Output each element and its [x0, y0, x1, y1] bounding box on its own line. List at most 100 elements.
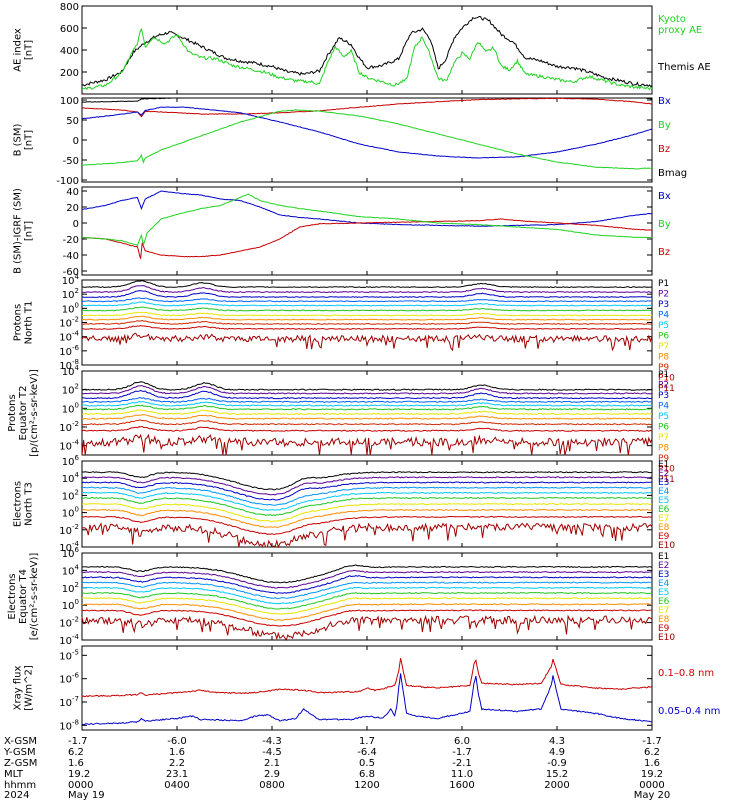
y-tick-label: 10-6 [59, 344, 79, 358]
y-tick-label: 20 [66, 203, 79, 214]
flux-channel-E7 [81, 597, 653, 615]
flux-channel-E4 [81, 581, 653, 600]
legend-entry: Bz [658, 144, 670, 155]
legend-entry: Bx [658, 96, 671, 107]
legend-entry: P5 [658, 321, 669, 331]
y-tick-label: 0 [73, 219, 79, 230]
x-row-label: hhmm [4, 780, 36, 791]
legend-entry: E7 [658, 514, 669, 524]
y-tick-label: 10-8 [59, 718, 79, 732]
flux-channel-E2 [81, 569, 653, 589]
x-row-value: May 19 [68, 790, 105, 800]
series-line-0-1-0-8-nm [81, 658, 653, 698]
y-tick-label: 10-4 [59, 439, 79, 453]
x-row-value: -1.7 [452, 747, 472, 758]
legend-entry: Themis AE [657, 62, 711, 73]
y-axis-label: [W/m^2] [24, 665, 35, 711]
x-row-value: 23.1 [166, 769, 188, 780]
x-row-value: 6.2 [644, 747, 660, 758]
legend-entry: P1 [658, 279, 669, 289]
flux-channel-P7 [81, 409, 653, 416]
flux-channel-E6 [81, 591, 652, 610]
series-line-Bx [81, 106, 653, 159]
flux-channel-P11 [81, 433, 653, 456]
x-row-value: 15.2 [546, 769, 568, 780]
x-row-label: MLT [4, 769, 24, 780]
legend-entry: By [658, 219, 671, 230]
flux-channel-E2 [81, 476, 652, 496]
flux-channel-P2 [81, 385, 653, 395]
y-tick-label: 102 [62, 581, 79, 595]
legend-entry: P3 [658, 391, 669, 401]
legend-entry: By [658, 120, 671, 131]
flux-channel-P4 [81, 297, 653, 303]
y-tick-label: 10-2 [59, 420, 79, 434]
legend-entry: 0.1–0.8 nm [658, 668, 714, 679]
legend-entry: E9 [658, 532, 670, 542]
y-tick-label: 100 [60, 96, 79, 107]
x-row-value: 1.6 [644, 758, 660, 769]
y-axis-label: Equator T4 [18, 569, 29, 624]
y-tick-label: 10-2 [59, 616, 79, 630]
flux-channel-P9 [82, 419, 653, 426]
flux-channel-E10 [81, 522, 653, 549]
y-axis-label: [nT] [24, 130, 35, 150]
y-tick-label: 0 [73, 136, 79, 147]
legend-entry: P2 [658, 290, 669, 300]
flux-channel-P10 [81, 425, 653, 432]
flux-channel-E7 [81, 502, 653, 523]
flux-channel-E5 [82, 586, 653, 605]
legend-entry: E8 [658, 523, 670, 533]
x-row-label: 2024 [4, 790, 29, 800]
x-row-value: 1.7 [359, 736, 375, 747]
flux-channel-E10 [81, 614, 653, 642]
flux-channel-P4 [82, 397, 653, 403]
y-tick-label: 10-4 [59, 633, 79, 647]
x-row-value: 0.5 [359, 758, 375, 769]
flux-channel-E1 [81, 471, 653, 491]
flux-channel-E8 [81, 508, 653, 528]
legend-entry: P8 [658, 353, 669, 363]
x-row-value: 6.2 [68, 747, 84, 758]
series-line-Themis-AE [81, 15, 653, 88]
x-row-value: -2.1 [452, 758, 472, 769]
x-row-value: 0800 [259, 780, 284, 791]
y-tick-label: 10-7 [59, 695, 79, 709]
series-line-Bx [81, 190, 653, 227]
y-axis-label: [nT] [24, 221, 35, 241]
x-row-label: Y-GSM [3, 747, 36, 758]
legend-entry: E3 [658, 478, 669, 488]
y-axis-label: [p/(cm²-s-sr-keV)] [29, 369, 40, 457]
legend-entry: P11 [658, 475, 675, 485]
x-row-value: -0.9 [547, 758, 567, 769]
flux-channel-E5 [81, 491, 653, 511]
flux-channel-P3 [81, 290, 653, 298]
y-tick-label: 800 [60, 2, 79, 13]
series-line-Bz [81, 97, 652, 118]
y-tick-label: 100 [62, 598, 79, 612]
y-axis-label: Electrons [7, 573, 18, 619]
y-tick-label: 100 [62, 401, 79, 415]
legend-entry: E3 [658, 570, 669, 580]
legend-entry: Bx [658, 191, 671, 202]
y-axis-label: [e/(cm²-s-sr-keV)] [29, 553, 40, 641]
legend-entry: P6 [658, 423, 669, 433]
x-row-value: 4.9 [549, 747, 565, 758]
flux-channel-P9 [81, 319, 653, 325]
legend-entry: E4 [658, 579, 670, 589]
flux-channel-P7 [81, 311, 653, 317]
x-row-value: -1.7 [68, 736, 88, 747]
y-axis-label: Equator T2 [18, 386, 29, 441]
x-row-value: -4.3 [262, 736, 282, 747]
x-row-value: -6.4 [357, 747, 377, 758]
y-tick-label: -20 [63, 235, 79, 246]
y-tick-label: 104 [62, 471, 80, 485]
y-tick-label: 100 [62, 506, 79, 520]
x-row-value: May 20 [634, 790, 671, 800]
y-tick-label: 102 [62, 287, 79, 301]
legend-entry: P9 [658, 363, 669, 373]
y-tick-label: 10-2 [59, 316, 79, 330]
legend-entry: E8 [658, 615, 670, 625]
legend-entry: P2 [658, 381, 669, 391]
